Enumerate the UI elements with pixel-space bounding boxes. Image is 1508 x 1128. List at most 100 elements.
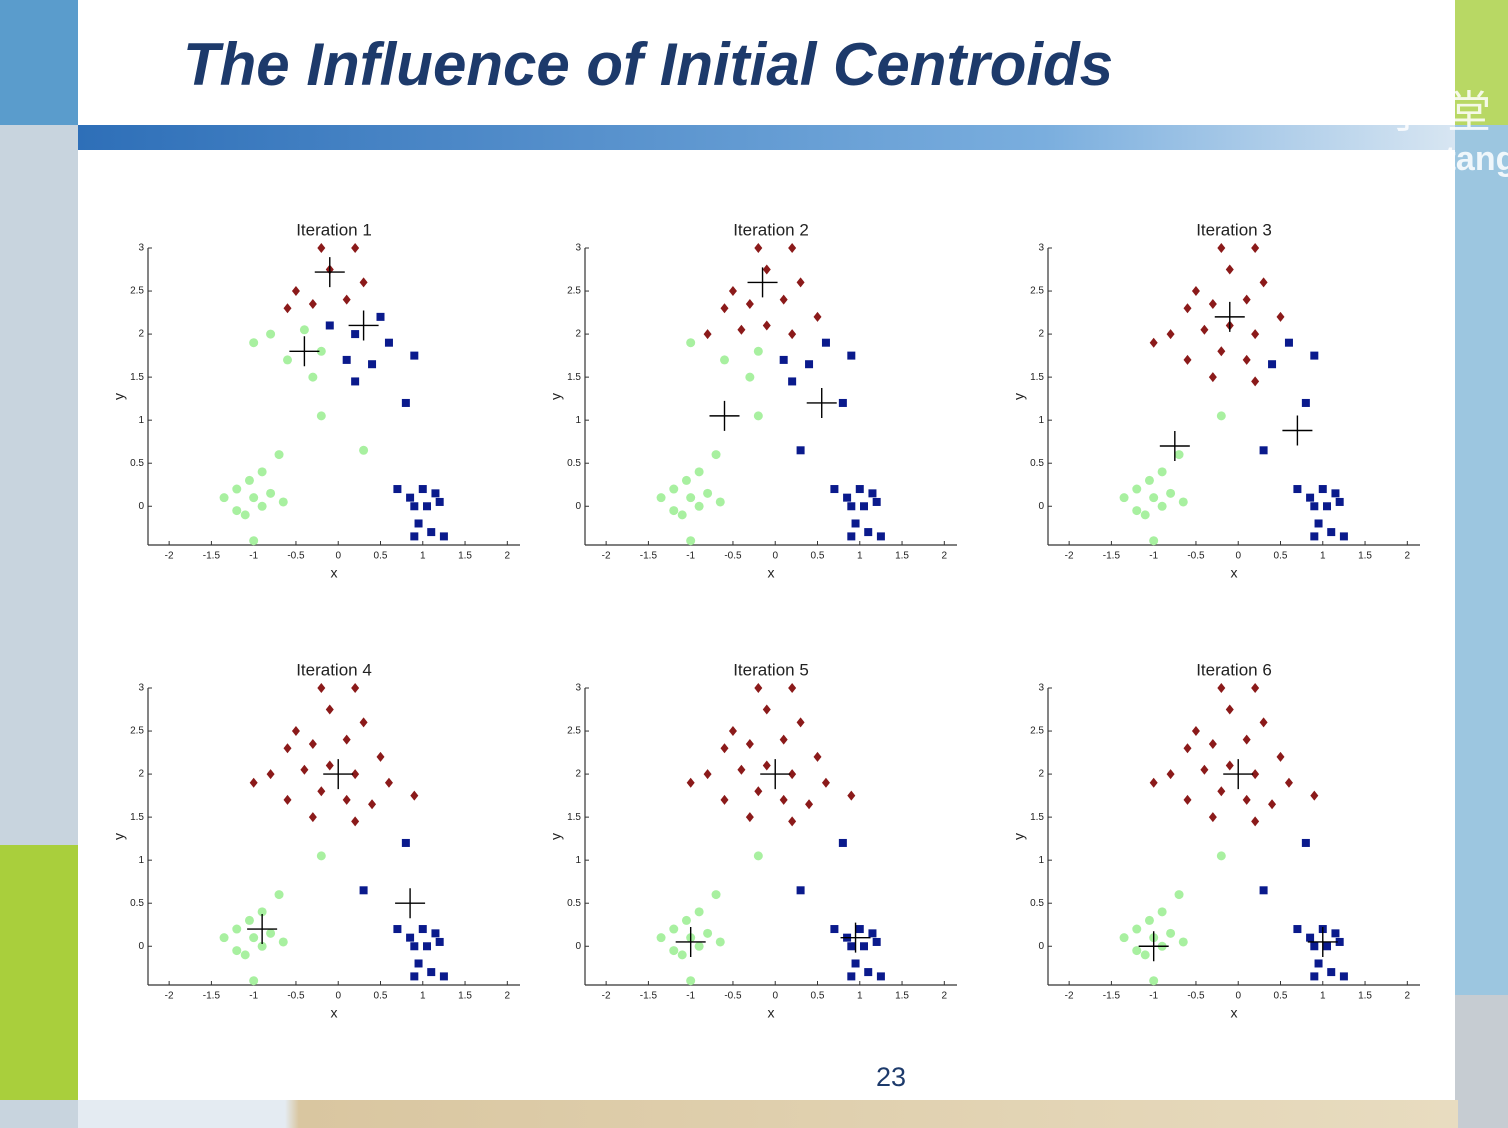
point bbox=[274, 450, 284, 460]
y-tick-label: 2 bbox=[575, 329, 581, 340]
x-axis-label: x bbox=[768, 1005, 775, 1021]
point bbox=[410, 351, 419, 360]
point bbox=[753, 346, 763, 356]
point bbox=[847, 942, 856, 951]
point bbox=[779, 794, 788, 805]
y-axis-label: y bbox=[548, 393, 564, 400]
chart-title: Iteration 6 bbox=[1196, 660, 1272, 679]
page-number: 23 bbox=[876, 1062, 907, 1092]
point bbox=[838, 398, 847, 407]
x-tick-label: 1 bbox=[420, 551, 426, 562]
point bbox=[745, 298, 754, 309]
y-tick-label: 0.5 bbox=[130, 458, 144, 469]
point bbox=[249, 338, 259, 348]
y-tick-label: 0 bbox=[138, 501, 144, 512]
slide-title: The Influence of Initial Centroids bbox=[183, 31, 1114, 98]
point bbox=[838, 838, 847, 847]
y-tick-label: 2.5 bbox=[1030, 726, 1044, 737]
point bbox=[855, 485, 864, 494]
point bbox=[847, 351, 856, 360]
point bbox=[219, 493, 229, 503]
x-tick-label: -1.5 bbox=[1103, 551, 1121, 562]
x-tick-label: 0.5 bbox=[374, 551, 388, 562]
point bbox=[694, 501, 704, 511]
centroid bbox=[1214, 301, 1245, 332]
point bbox=[720, 743, 729, 754]
point bbox=[291, 286, 300, 297]
x-tick-label: -2 bbox=[1065, 551, 1074, 562]
x-tick-label: -0.5 bbox=[724, 991, 742, 1002]
x-tick-label: 0.5 bbox=[1274, 551, 1288, 562]
point bbox=[1242, 734, 1251, 745]
x-tick-label: 2 bbox=[942, 551, 948, 562]
point bbox=[1259, 717, 1268, 728]
point bbox=[266, 329, 276, 339]
point bbox=[872, 497, 881, 506]
point bbox=[1293, 485, 1302, 494]
x-tick-label: 1 bbox=[857, 551, 863, 562]
centroid bbox=[1282, 415, 1313, 446]
point bbox=[1306, 493, 1315, 502]
y-tick-label: 2 bbox=[138, 329, 144, 340]
point bbox=[1314, 959, 1323, 968]
point bbox=[232, 484, 242, 494]
y-tick-label: 3 bbox=[138, 243, 144, 254]
x-tick-label: 1.5 bbox=[458, 551, 472, 562]
point bbox=[762, 704, 771, 715]
point bbox=[257, 941, 267, 951]
point bbox=[805, 360, 814, 369]
point bbox=[1157, 467, 1167, 477]
point bbox=[308, 372, 318, 382]
point bbox=[762, 760, 771, 771]
point bbox=[843, 493, 852, 502]
centroid bbox=[675, 926, 706, 957]
right-gray bbox=[1455, 995, 1508, 1128]
point bbox=[1251, 376, 1260, 387]
point bbox=[753, 411, 763, 421]
x-axis-label: x bbox=[768, 565, 775, 581]
point bbox=[431, 489, 440, 498]
point bbox=[686, 976, 696, 986]
point bbox=[317, 243, 326, 253]
point bbox=[299, 325, 309, 335]
y-tick-label: 1 bbox=[138, 415, 144, 426]
x-tick-label: -2 bbox=[165, 991, 174, 1002]
point bbox=[1259, 886, 1268, 895]
point bbox=[694, 941, 704, 951]
y-tick-label: 1.5 bbox=[130, 812, 144, 823]
point bbox=[1132, 946, 1142, 956]
point bbox=[1149, 536, 1159, 546]
y-axis-label: y bbox=[111, 393, 127, 400]
point bbox=[316, 411, 326, 421]
point bbox=[703, 769, 712, 780]
centroid bbox=[289, 336, 320, 367]
x-tick-label: 1 bbox=[1320, 991, 1326, 1002]
point bbox=[745, 738, 754, 749]
x-tick-label: 0 bbox=[1235, 991, 1241, 1002]
point bbox=[410, 502, 419, 511]
point bbox=[1225, 264, 1234, 275]
x-tick-label: -0.5 bbox=[1187, 991, 1205, 1002]
point bbox=[851, 959, 860, 968]
y-tick-label: 3 bbox=[1038, 243, 1044, 254]
point bbox=[1310, 532, 1319, 541]
point bbox=[1251, 683, 1260, 693]
point bbox=[851, 519, 860, 528]
point bbox=[1157, 907, 1167, 917]
x-tick-label: 0 bbox=[335, 991, 341, 1002]
point bbox=[316, 346, 326, 356]
point bbox=[656, 493, 666, 503]
point bbox=[283, 743, 292, 754]
point bbox=[728, 726, 737, 737]
point bbox=[1225, 704, 1234, 715]
point bbox=[431, 929, 440, 938]
point bbox=[754, 243, 763, 253]
point bbox=[1284, 777, 1293, 788]
point bbox=[1251, 816, 1260, 827]
y-tick-label: 2 bbox=[1038, 769, 1044, 780]
point bbox=[257, 501, 267, 511]
x-tick-label: 1.5 bbox=[1358, 991, 1372, 1002]
y-tick-label: 0 bbox=[575, 501, 581, 512]
point bbox=[283, 794, 292, 805]
